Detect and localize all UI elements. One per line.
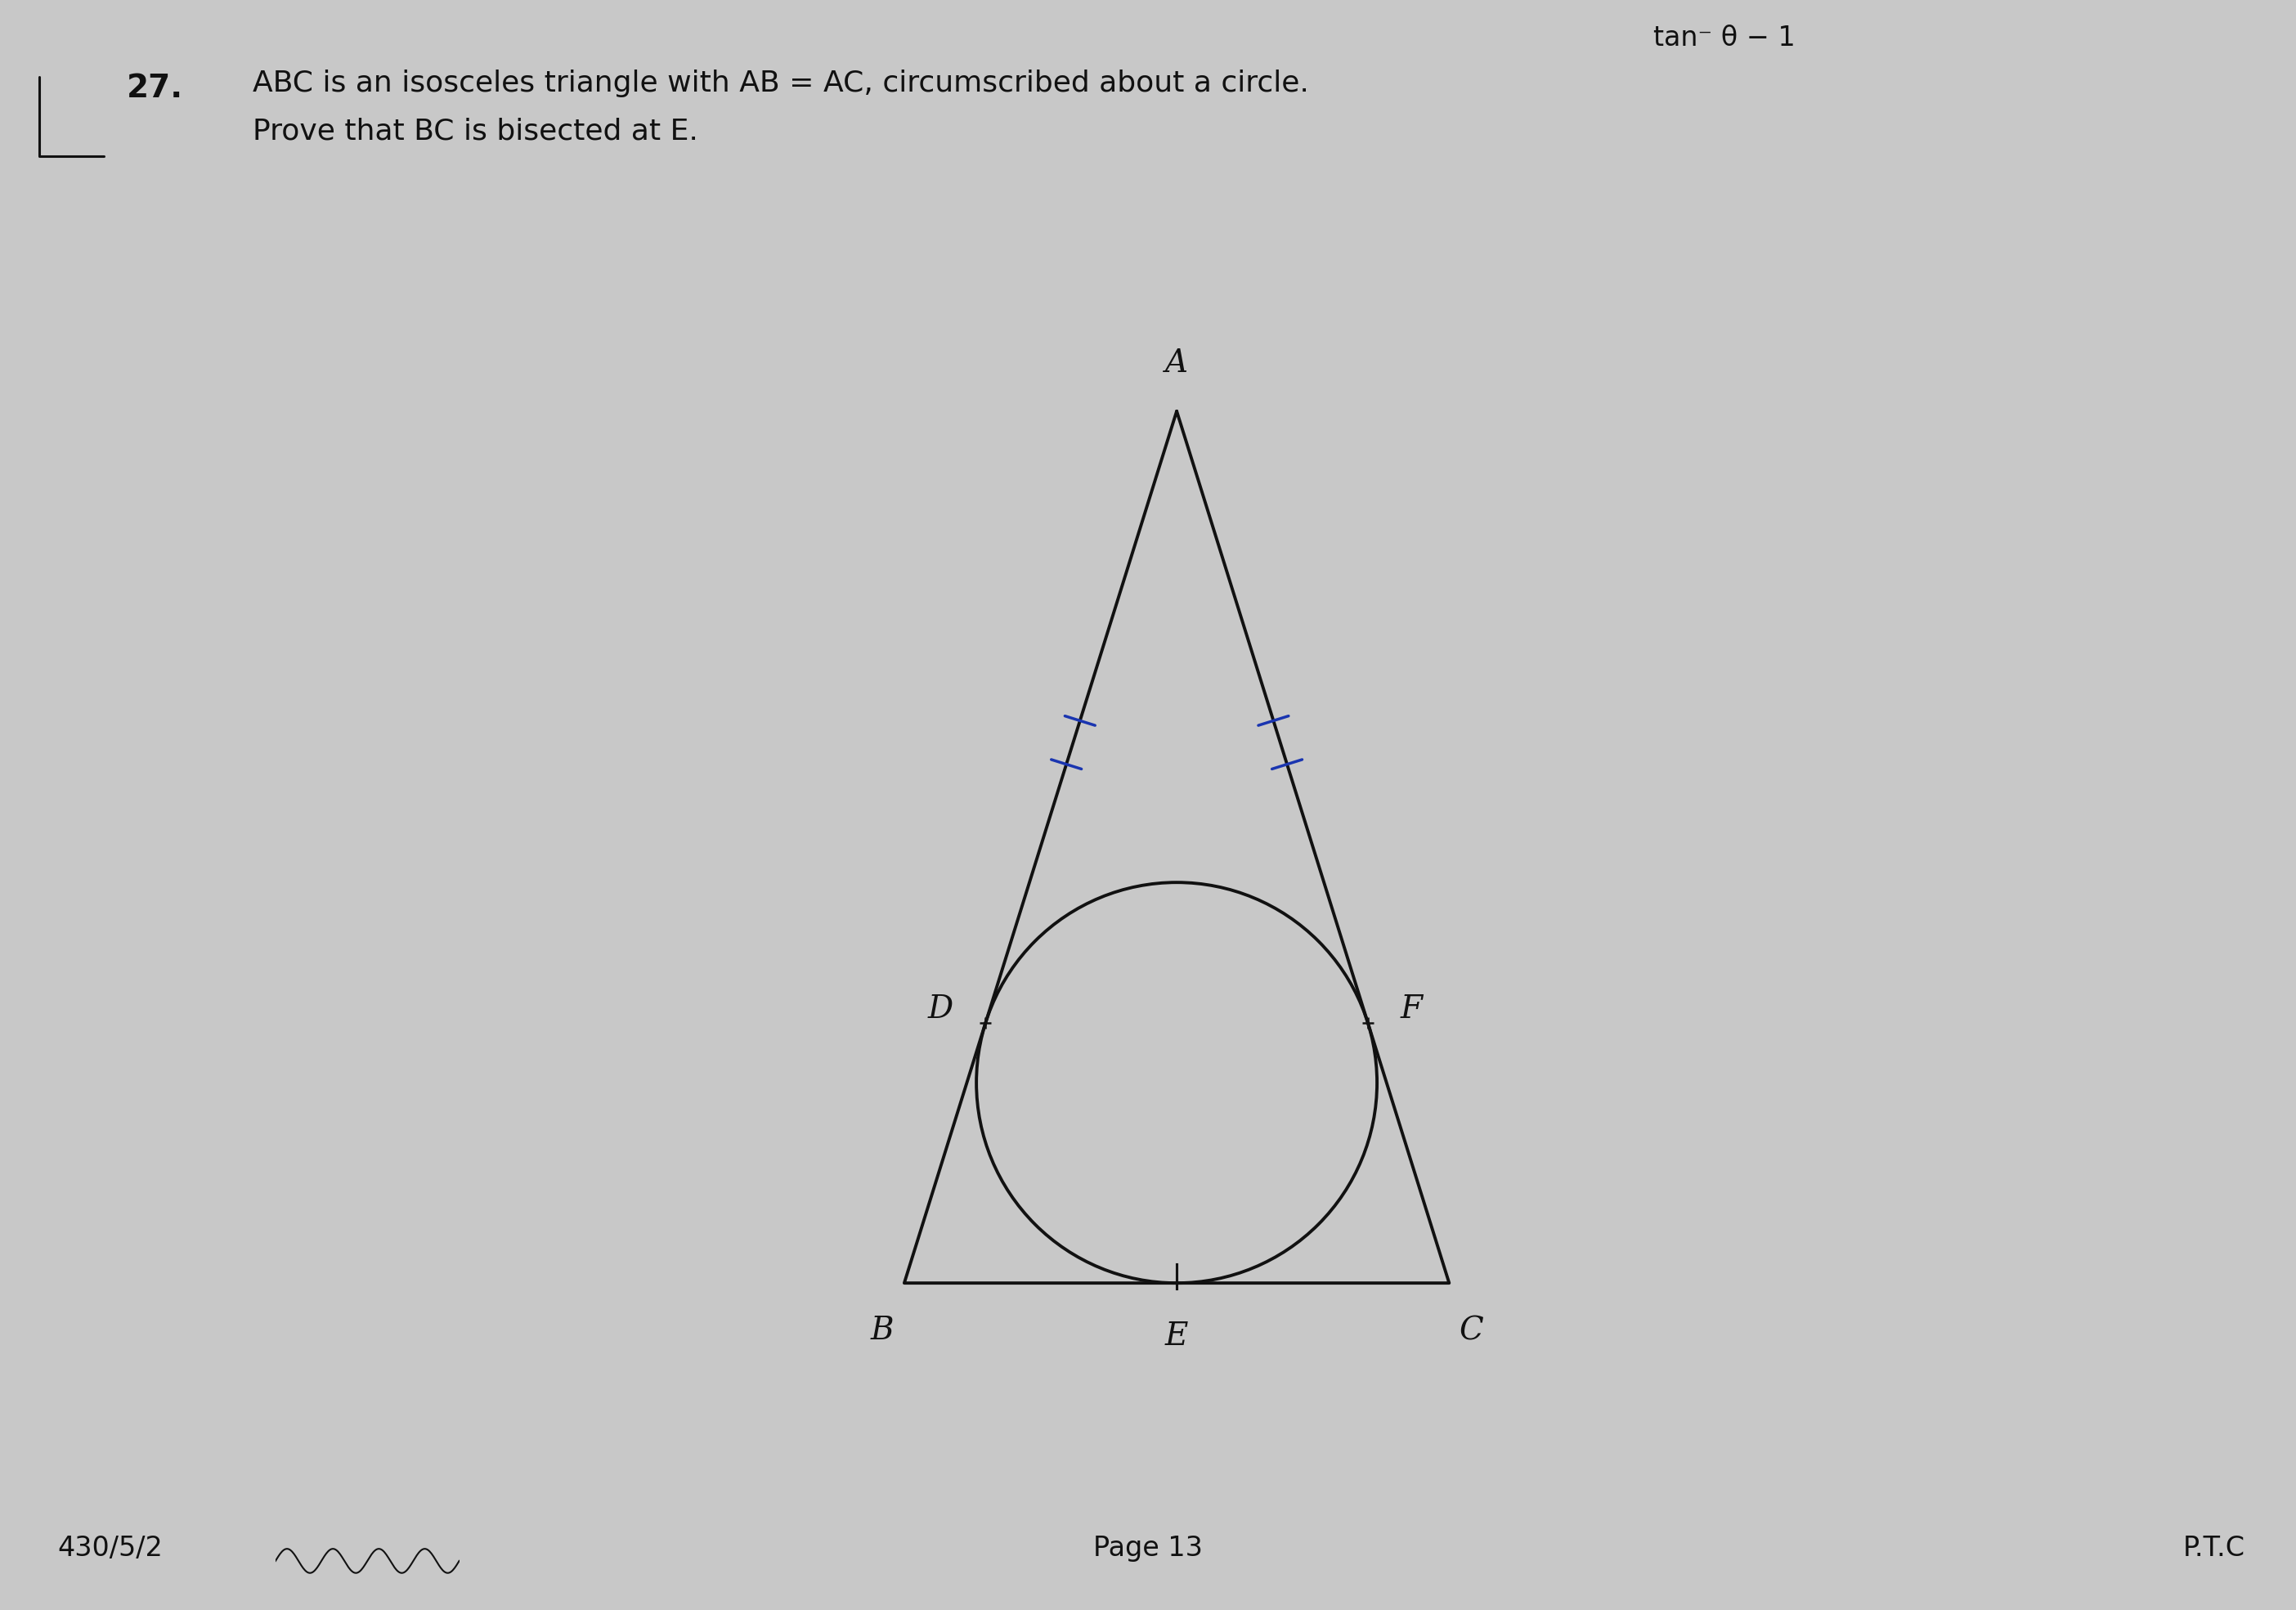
Text: 430/5/2: 430/5/2 <box>57 1534 163 1562</box>
Text: B: B <box>870 1315 893 1346</box>
Text: ABC is an isosceles triangle with AB = AC, circumscribed about a circle.: ABC is an isosceles triangle with AB = A… <box>253 69 1309 97</box>
Text: Prove that BC is bisected at E.: Prove that BC is bisected at E. <box>253 118 698 145</box>
Text: A: A <box>1164 348 1189 378</box>
Text: 27.: 27. <box>126 72 184 103</box>
Text: D: D <box>928 995 953 1024</box>
Text: E: E <box>1164 1322 1189 1351</box>
Text: F: F <box>1401 995 1424 1024</box>
Text: Page 13: Page 13 <box>1093 1534 1203 1562</box>
Text: P.T.C: P.T.C <box>2183 1534 2245 1562</box>
Text: C: C <box>1458 1315 1483 1346</box>
Text: tan⁻ θ − 1: tan⁻ θ − 1 <box>1653 24 1795 52</box>
